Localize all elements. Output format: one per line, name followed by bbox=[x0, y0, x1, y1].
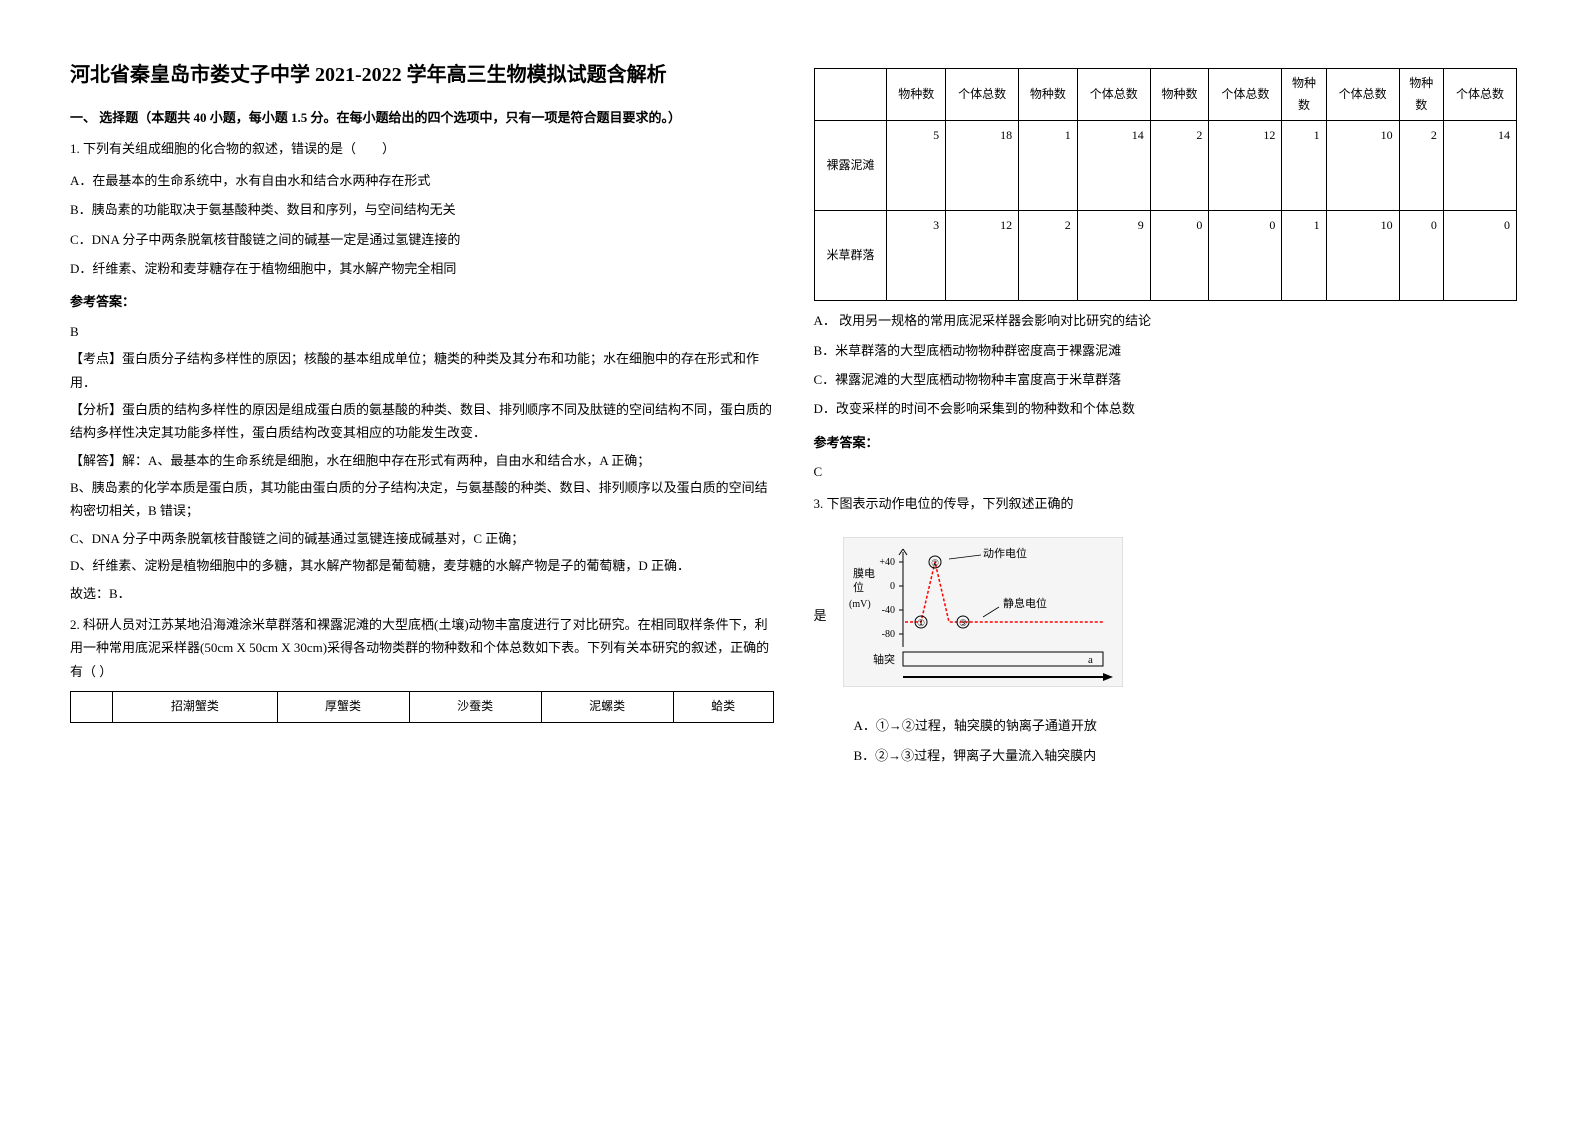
q2-opt-c: C．裸露泥滩的大型底栖动物物种丰富度高于米草群落 bbox=[814, 368, 1518, 391]
q1-opt-b: B．胰岛素的功能取决于氨基酸种类、数目和序列，与空间结构无关 bbox=[70, 198, 774, 221]
cat-3: 沙蚕类 bbox=[409, 692, 541, 723]
cat-1: 招潮蟹类 bbox=[113, 692, 277, 723]
marker-1: ① bbox=[916, 618, 924, 628]
ytick-0: 0 bbox=[890, 581, 895, 592]
r2c10: 0 bbox=[1443, 211, 1516, 301]
hdr-3: 物种数 bbox=[1019, 69, 1078, 121]
q1-exp4: B、胰岛素的化学本质是蛋白质，其功能由蛋白质的分子结构决定，与氨基酸的种类、数目… bbox=[70, 476, 774, 523]
rest-label: 静息电位 bbox=[1003, 596, 1047, 610]
q3-stem: 3. 下图表示动作电位的传导，下列叙述正确的 bbox=[814, 492, 1518, 515]
q2-opt-b: B．米草群落的大型底栖动物物种群密度高于裸露泥滩 bbox=[814, 339, 1518, 362]
r2c8: 10 bbox=[1326, 211, 1399, 301]
r2c4: 9 bbox=[1077, 211, 1150, 301]
action-potential-chart: +40 0 -40 -80 膜电 位 (mV) 动作电位 静息电位 bbox=[843, 537, 1123, 687]
hdr-6: 个体总数 bbox=[1209, 69, 1282, 121]
hdr-2: 个体总数 bbox=[946, 69, 1019, 121]
xlabel: 轴突 bbox=[873, 652, 895, 666]
q2-answer: C bbox=[814, 460, 1518, 483]
r1c8: 10 bbox=[1326, 121, 1399, 211]
r2c2: 12 bbox=[946, 211, 1019, 301]
hdr-4: 个体总数 bbox=[1077, 69, 1150, 121]
r1c5: 2 bbox=[1150, 121, 1209, 211]
r2c6: 0 bbox=[1209, 211, 1282, 301]
page-title: 河北省秦皇岛市娄丈子中学 2021-2022 学年高三生物模拟试题含解析 bbox=[70, 60, 774, 90]
left-column: 河北省秦皇岛市娄丈子中学 2021-2022 学年高三生物模拟试题含解析 一、 … bbox=[50, 60, 794, 1062]
r1c10: 14 bbox=[1443, 121, 1516, 211]
section-heading: 一、 选择题（本题共 40 小题，每小题 1.5 分。在每小题给出的四个选项中，… bbox=[70, 106, 774, 129]
r2c9: 0 bbox=[1399, 211, 1443, 301]
r1c7: 1 bbox=[1282, 121, 1326, 211]
q1-stem: 1. 下列有关组成细胞的化合物的叙述，错误的是（ ） bbox=[70, 137, 774, 160]
ytick-40: +40 bbox=[879, 557, 895, 568]
ytick-m40: -40 bbox=[881, 605, 894, 616]
q3-opt-a: A．①→②过程，轴突膜的钠离子通道开放 bbox=[814, 714, 1518, 737]
cat-2: 厚蟹类 bbox=[277, 692, 409, 723]
q2-data-table: 物种数 个体总数 物种数 个体总数 物种数 个体总数 物种 数 个体总数 物种 … bbox=[814, 68, 1518, 301]
q1-exp7: 故选：B． bbox=[70, 582, 774, 605]
q1-exp5: C、DNA 分子中两条脱氧核苷酸链之间的碱基通过氢键连接成碱基对，C 正确； bbox=[70, 527, 774, 550]
q1-exp1: 【考点】蛋白质分子结构多样性的原因；核酸的基本组成单位；糖类的种类及其分布和功能… bbox=[70, 347, 774, 394]
r1c2: 18 bbox=[946, 121, 1019, 211]
ylabel-bottom: (mV) bbox=[849, 599, 871, 610]
q1-opt-d: D．纤维素、淀粉和麦芽糖存在于植物细胞中，其水解产物完全相同 bbox=[70, 257, 774, 280]
q3-opt-b: B．②→③过程，钾离子大量流入轴突膜内 bbox=[814, 744, 1518, 767]
q3-chart-container: +40 0 -40 -80 膜电 位 (mV) 动作电位 静息电位 bbox=[843, 537, 1123, 694]
r2c5: 0 bbox=[1150, 211, 1209, 301]
right-column: 物种数 个体总数 物种数 个体总数 物种数 个体总数 物种 数 个体总数 物种 … bbox=[794, 60, 1538, 1062]
hdr-5: 物种数 bbox=[1150, 69, 1209, 121]
r1c9: 2 bbox=[1399, 121, 1443, 211]
hdr-8: 个体总数 bbox=[1326, 69, 1399, 121]
r2c3: 2 bbox=[1019, 211, 1078, 301]
row2-label: 米草群落 bbox=[814, 211, 887, 301]
ylabel-top: 膜电 bbox=[853, 567, 875, 580]
action-label: 动作电位 bbox=[983, 546, 1027, 560]
q1-exp2: 【分析】蛋白质的结构多样性的原因是组成蛋白质的氨基酸的种类、数目、排列顺序不同及… bbox=[70, 398, 774, 445]
q2-answer-label: 参考答案： bbox=[814, 431, 1518, 454]
hdr-10: 个体总数 bbox=[1443, 69, 1516, 121]
q1-answer-label: 参考答案： bbox=[70, 290, 774, 313]
q3-stem-cont: 是 bbox=[814, 604, 827, 627]
ytick-m80: -80 bbox=[881, 629, 894, 640]
hdr-9: 物种 数 bbox=[1399, 69, 1443, 121]
q2-stem: 2. 科研人员对江苏某地沿海滩涂米草群落和裸露泥滩的大型底栖(土壤)动物丰富度进… bbox=[70, 613, 774, 683]
r1c1: 5 bbox=[887, 121, 946, 211]
r2c7: 1 bbox=[1282, 211, 1326, 301]
q1-opt-a: A．在最基本的生命系统中，水有自由水和结合水两种存在形式 bbox=[70, 169, 774, 192]
q1-exp6: D、纤维素、淀粉是植物细胞中的多糖，其水解产物都是葡萄糖，麦芽糖的水解产物是子的… bbox=[70, 554, 774, 577]
row1-label: 裸露泥滩 bbox=[814, 121, 887, 211]
marker-2: ② bbox=[930, 558, 938, 568]
r1c3: 1 bbox=[1019, 121, 1078, 211]
svg-text:位: 位 bbox=[853, 580, 864, 594]
r1c4: 14 bbox=[1077, 121, 1150, 211]
r2c1: 3 bbox=[887, 211, 946, 301]
marker-3: ③ bbox=[958, 618, 966, 628]
hdr-7: 物种 数 bbox=[1282, 69, 1326, 121]
q2-opt-d: D．改变采样的时间不会影响采集到的物种数和个体总数 bbox=[814, 397, 1518, 420]
cat-5: 蛤类 bbox=[673, 692, 773, 723]
q2-opt-a: A． 改用另一规格的常用底泥采样器会影响对比研究的结论 bbox=[814, 309, 1518, 332]
q1-answer: B bbox=[70, 320, 774, 343]
hdr-1: 物种数 bbox=[887, 69, 946, 121]
marker-a: a bbox=[1088, 654, 1093, 666]
q2-category-table: 招潮蟹类 厚蟹类 沙蚕类 泥螺类 蛤类 bbox=[70, 691, 774, 723]
cat-4: 泥螺类 bbox=[541, 692, 673, 723]
q1-opt-c: C．DNA 分子中两条脱氧核苷酸链之间的碱基一定是通过氢键连接的 bbox=[70, 228, 774, 251]
q1-exp3: 【解答】解：A、最基本的生命系统是细胞，水在细胞中存在形式有两种，自由水和结合水… bbox=[70, 449, 774, 472]
r1c6: 12 bbox=[1209, 121, 1282, 211]
